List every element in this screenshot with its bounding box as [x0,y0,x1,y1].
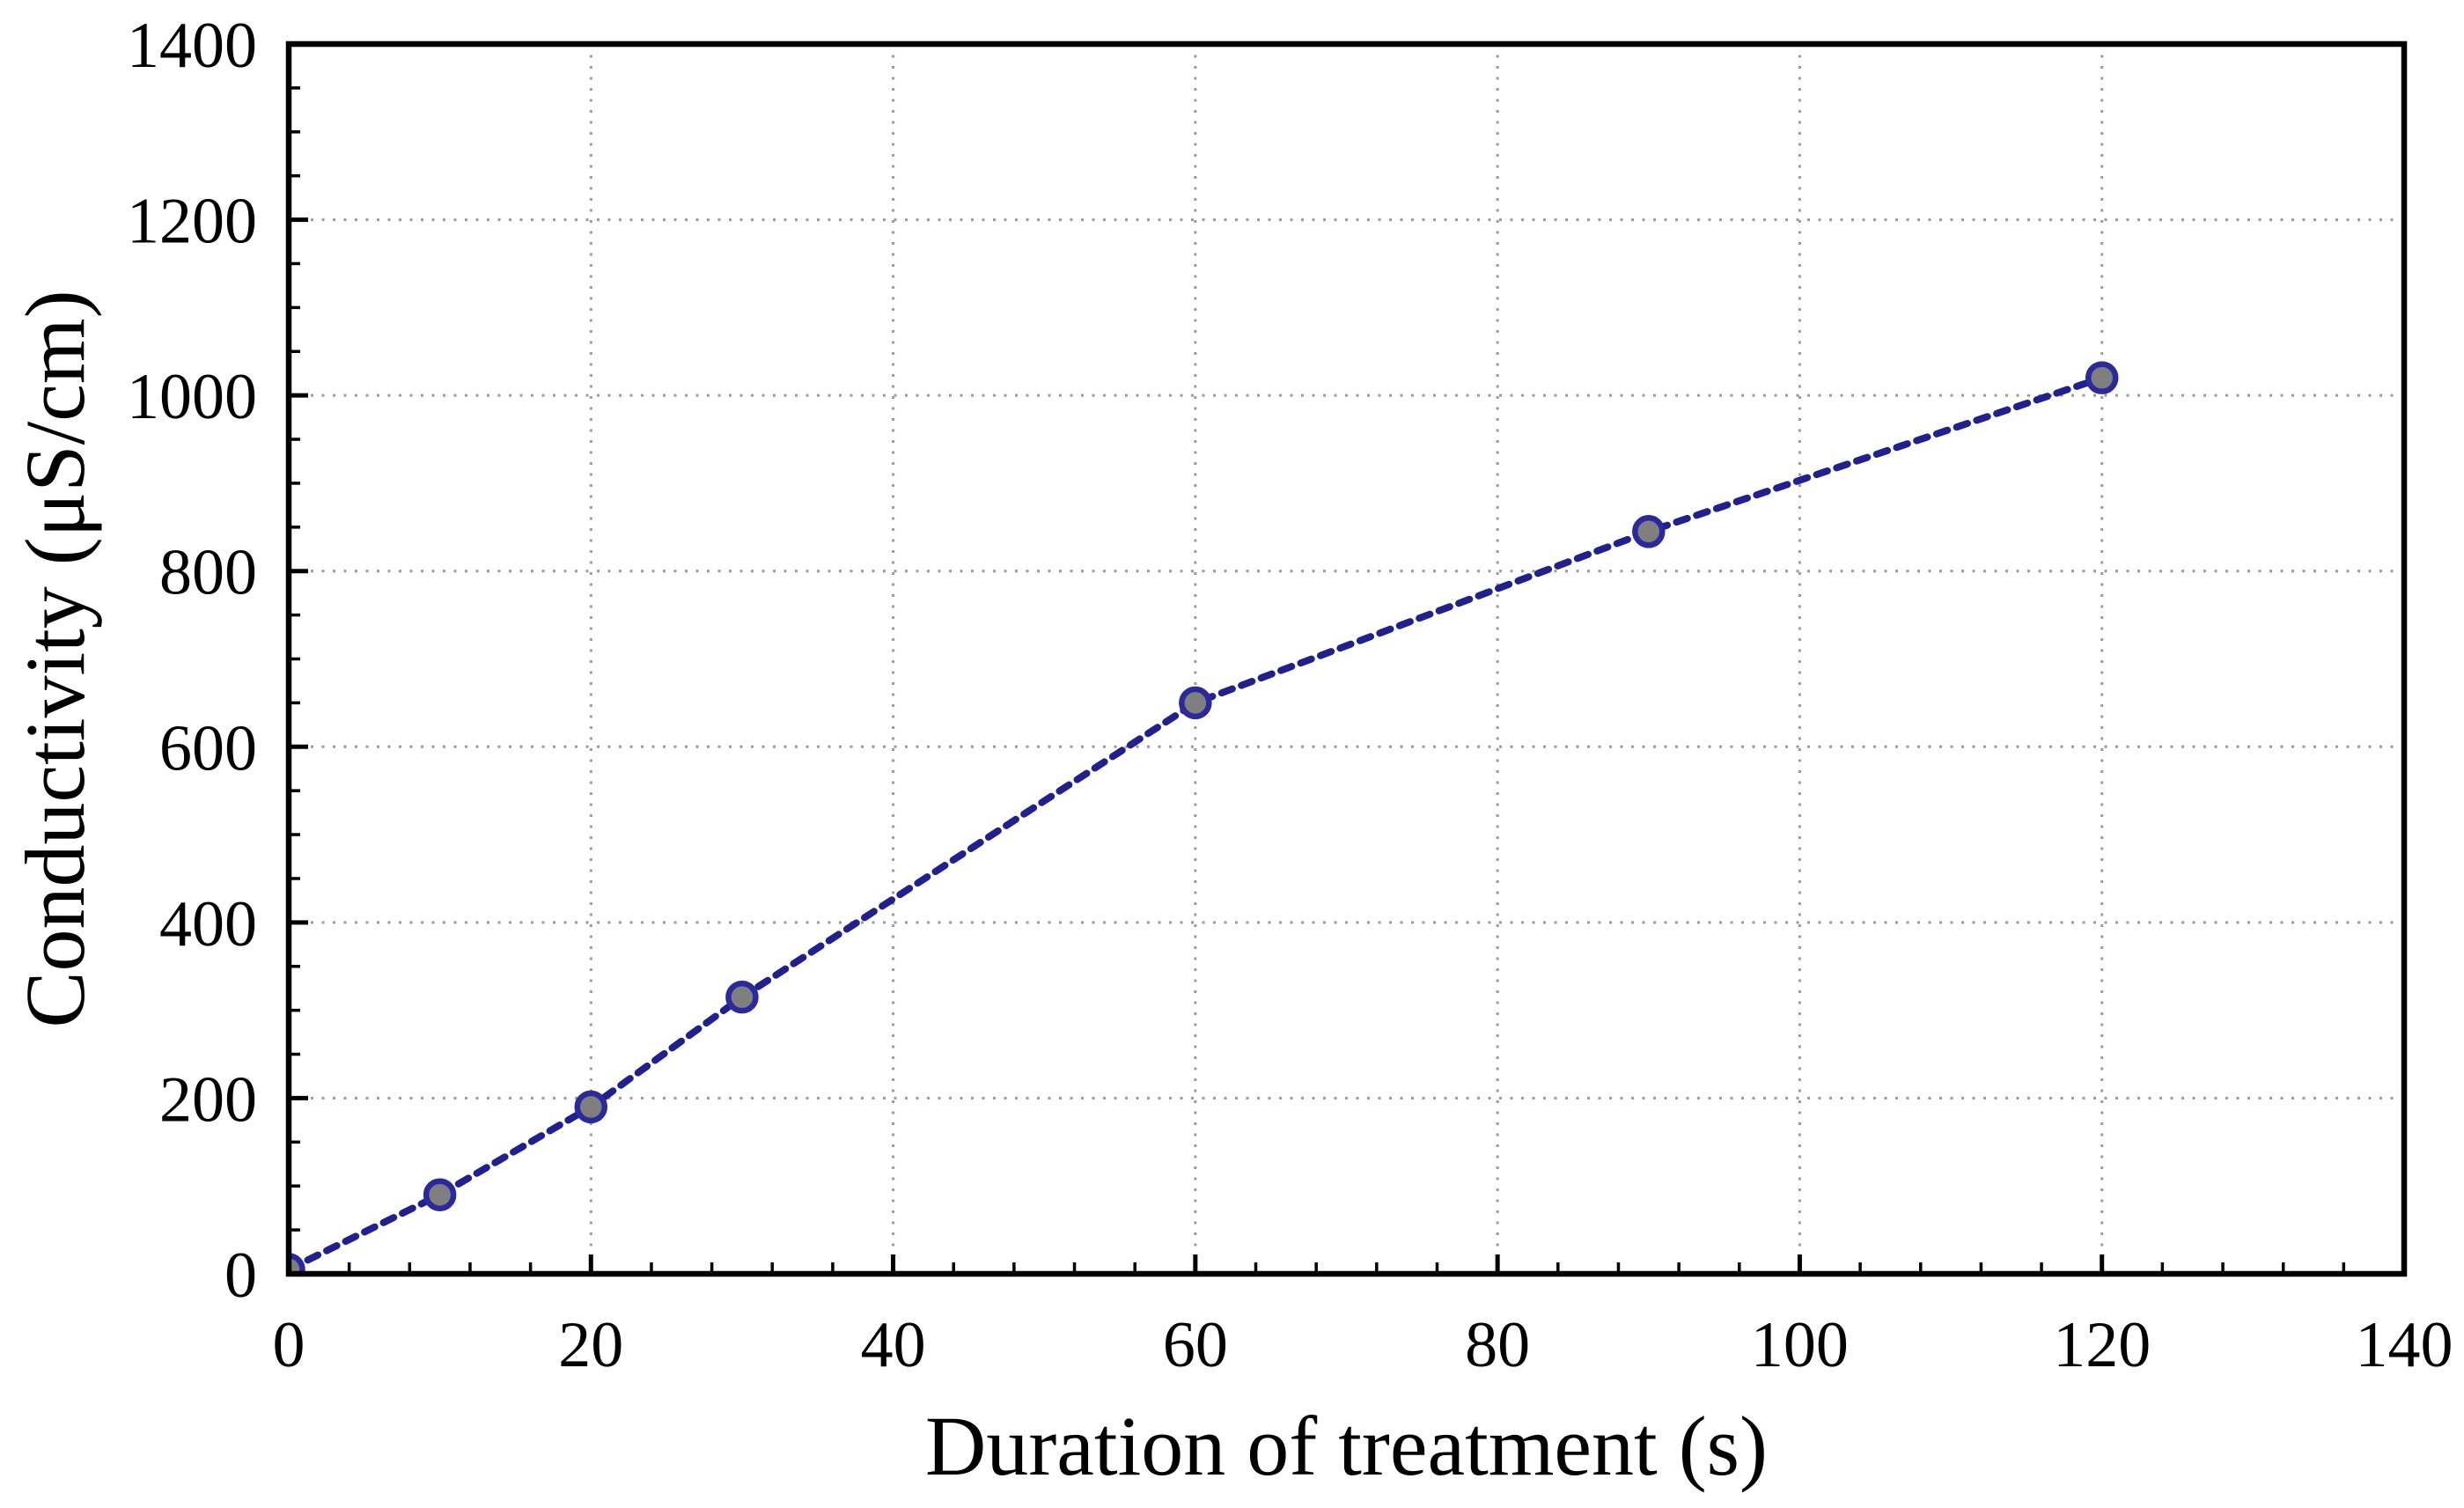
x-tick-label: 120 [2053,1309,2151,1381]
data-point [1632,515,1666,548]
x-tick-label: 140 [2356,1309,2453,1381]
x-axis-title: Duration of treatment (s) [925,1399,1768,1493]
y-tick-label: 1400 [127,10,257,82]
data-point [289,1253,305,1274]
x-tick-label: 0 [273,1309,305,1381]
data-point [423,1178,457,1211]
y-tick-label: 800 [159,537,257,609]
data-point [574,1090,608,1124]
y-tick-label: 1000 [127,361,257,433]
axis-ticks [286,41,2407,1276]
tick-labels: 0 20 40 60 80 100 120 1400200400600800100012001… [127,10,2453,1381]
y-tick-label: 0 [224,1240,257,1312]
data-point [725,980,759,1014]
x-tick-label: 40 [861,1309,926,1381]
y-tick-label: 200 [159,1063,257,1136]
x-tick-label: 100 [1751,1309,1849,1381]
x-tick-label: 20 [558,1309,623,1381]
x-tick-label: 60 [1163,1309,1228,1381]
y-tick-label: 600 [159,712,257,784]
y-tick-label: 1200 [127,186,257,258]
plot-frame [285,40,2408,1277]
data-point [1179,686,1212,720]
y-tick-label: 400 [159,888,257,960]
gridlines [289,44,2404,1274]
data-series [289,361,2119,1274]
x-tick-label: 80 [1465,1309,1530,1381]
y-axis-title: Conductivity (μS/cm) [8,290,102,1027]
plot-border [285,40,2408,1277]
data-point [2085,361,2119,394]
